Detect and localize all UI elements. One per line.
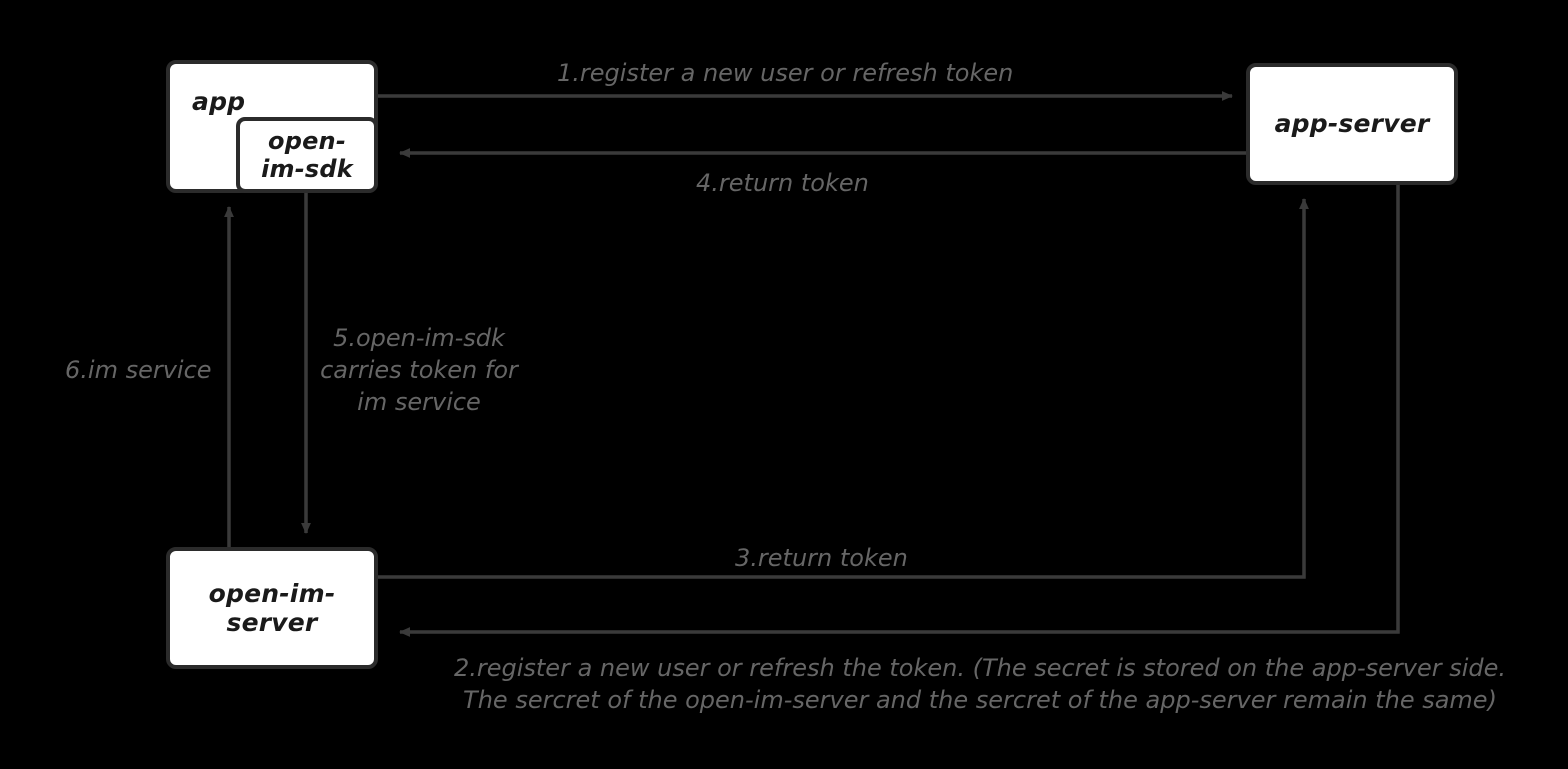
edge-label-5: 5.open-im-sdk carries token for im servi… xyxy=(320,324,518,416)
node-open-im-sdk-label: open- im-sdk xyxy=(261,126,353,183)
node-app-label: app xyxy=(192,87,246,116)
node-open-im-sdk[interactable]: open- im-sdk xyxy=(236,117,378,193)
edge-label-4: 4.return token xyxy=(696,169,869,197)
edge-label-1: 1.register a new user or refresh token xyxy=(557,59,1014,87)
edge-label-2: 2.register a new user or refresh the tok… xyxy=(453,654,1507,714)
edge-label-6: 6.im service xyxy=(65,356,212,384)
node-open-im-server-label: open-im- server xyxy=(208,578,336,638)
node-app-server[interactable]: app-server xyxy=(1246,63,1458,185)
node-app-server-label: app-server xyxy=(1274,109,1430,139)
edge-label-3: 3.return token xyxy=(735,544,908,572)
node-open-im-server[interactable]: open-im- server xyxy=(166,547,378,669)
edge-3-connector xyxy=(378,198,1309,579)
edge-2-connector xyxy=(399,185,1400,637)
